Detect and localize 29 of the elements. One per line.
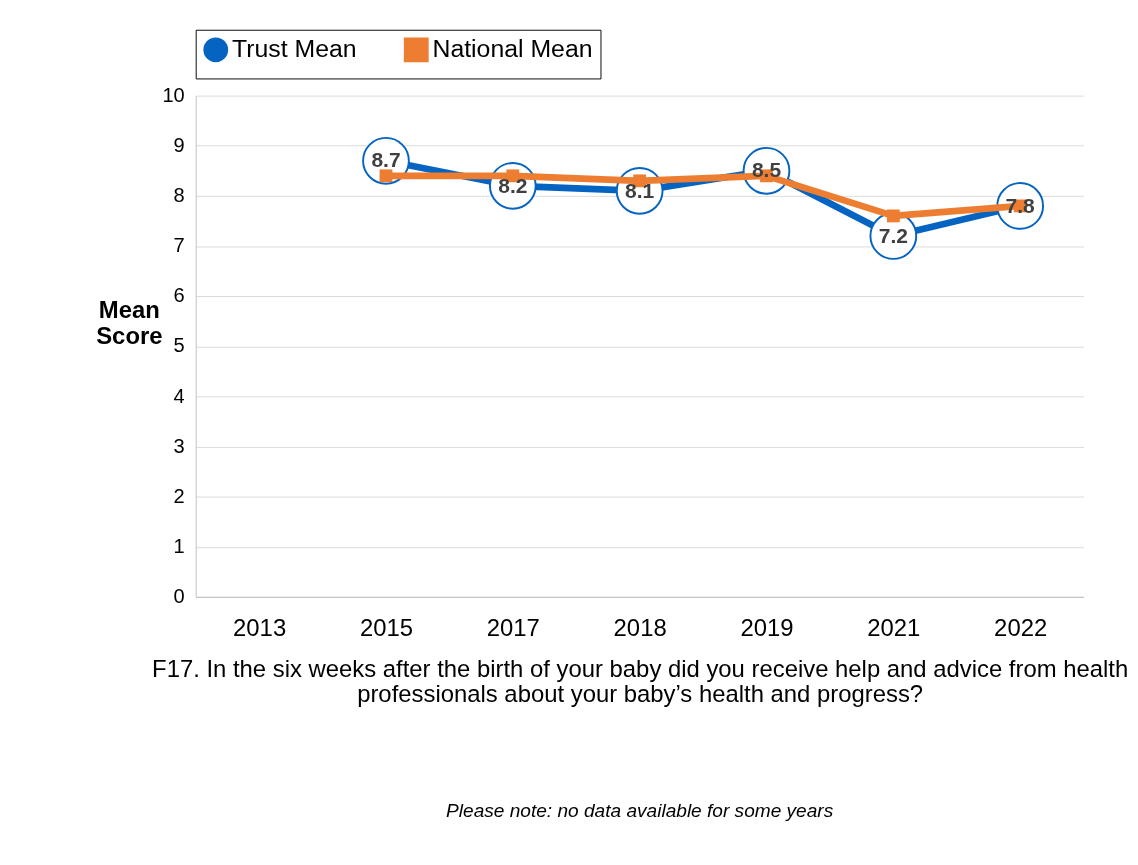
text: Please note: no data available for some years xyxy=(446,800,834,822)
x-tick-label: 2015 xyxy=(359,613,413,641)
legend-label: National Mean xyxy=(432,35,593,63)
y-tick-label: 4 xyxy=(173,384,185,407)
data-label: 8.1 xyxy=(625,178,655,202)
x-tick-label: 2018 xyxy=(613,613,667,641)
y-tick-label: 2 xyxy=(173,484,185,507)
data-label: 7.2 xyxy=(878,223,908,247)
y-tick-label: 3 xyxy=(173,434,185,457)
y-tick-label: 6 xyxy=(173,284,185,307)
point xyxy=(886,209,900,223)
y-tick-label: 7 xyxy=(173,234,185,257)
y-tick-label: 9 xyxy=(173,133,185,156)
point xyxy=(379,169,393,183)
y-tick-label: 8 xyxy=(173,184,185,207)
x-tick-label: 2013 xyxy=(233,613,287,641)
legend-label: Trust Mean xyxy=(231,35,357,63)
y-tick-label: 10 xyxy=(162,83,185,106)
data-label: 8.2 xyxy=(498,173,528,197)
y-tick-label: 1 xyxy=(173,534,185,557)
x-tick-label: 2017 xyxy=(486,613,540,641)
y-tick-label: 0 xyxy=(173,585,185,608)
x-axis-title: F17. In the six weeks after the birth of your baby did you receive help and advice from health professionals about your baby’s health and progress? xyxy=(152,654,1129,708)
x-tick-label: 2019 xyxy=(740,613,794,641)
x-tick-label: 2021 xyxy=(867,613,921,641)
data-label: 8.7 xyxy=(371,148,401,172)
x-tick-label: 2022 xyxy=(994,613,1048,641)
y-tick-label: 5 xyxy=(173,334,185,357)
y-axis-title: Mean Score xyxy=(96,296,163,349)
